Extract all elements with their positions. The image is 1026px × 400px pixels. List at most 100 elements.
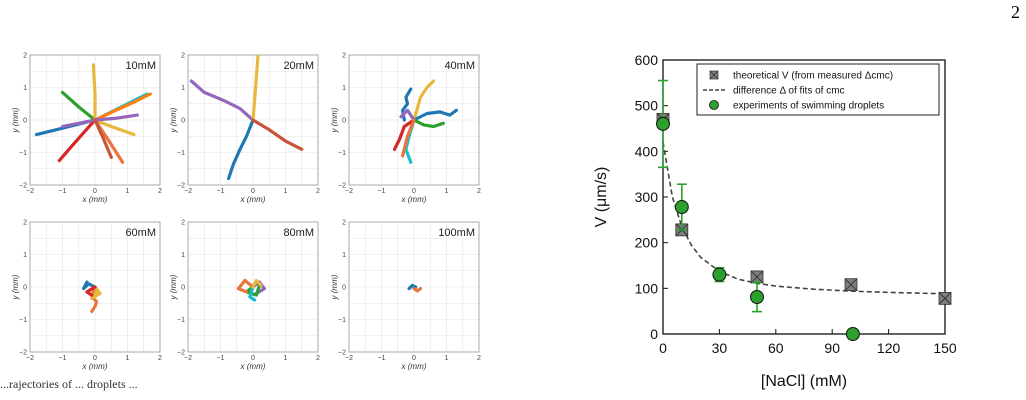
experiment-point (845, 327, 860, 341)
y-tick-label: 2 (181, 220, 185, 227)
x-tick-label: 2 (316, 355, 320, 362)
trajectory-2 (251, 54, 260, 122)
x-axis-label: x (mm) (240, 362, 266, 371)
x-tick-label: 1 (126, 355, 130, 362)
x-axis-label: x (mm) (401, 362, 427, 371)
trajectory-panel-3: −2 −1 0 1 2 −2 −1 0 1 2 x (mm) y (mm) 40mM (330, 53, 481, 205)
trajectory-1 (407, 283, 418, 291)
x-tick-label: −2 (26, 188, 34, 195)
trajectory-9 (93, 113, 139, 122)
legend-label: difference Δ of fits of cmc (733, 86, 845, 97)
x-axis-label: [NaCl] (mM) (761, 373, 847, 390)
trajectory-1 (90, 285, 99, 313)
x-tick-label: 150 (933, 340, 957, 356)
x-tick-label: −1 (378, 188, 386, 195)
trajectory-6 (93, 92, 152, 122)
trajectory-3 (227, 118, 255, 181)
x-tick-label: −1 (378, 355, 386, 362)
y-tick-label: 2 (342, 220, 346, 227)
x-tick-label: 2 (477, 188, 481, 195)
panel-title: 40mM (444, 60, 475, 72)
x-axis-label: x (mm) (401, 195, 427, 204)
x-tick-label: 30 (712, 340, 728, 356)
legend-label: theoretical V (from measured Δcmc) (733, 71, 893, 82)
y-tick-label: −1 (338, 317, 346, 324)
y-tick-label: 500 (635, 98, 659, 114)
x-tick-label: 2 (158, 355, 162, 362)
x-tick-label: −2 (345, 355, 353, 362)
y-tick-label: 1 (181, 252, 185, 259)
x-axis-label: x (mm) (82, 195, 108, 204)
panel-title: 80mM (283, 227, 314, 239)
y-axis-label: y (mm) (11, 107, 20, 133)
trajectory-3 (412, 108, 458, 122)
trajectory-panel-1: −2 −1 0 1 2 −2 −1 0 1 2 x (mm) y (mm) 10mM (11, 53, 162, 205)
y-tick-label: 0 (23, 285, 27, 292)
y-axis-label: y (mm) (11, 274, 20, 300)
trajectory-3 (90, 285, 102, 300)
x-tick-label: 0 (251, 355, 255, 362)
experiment-point (712, 267, 727, 282)
y-axis-label: y (mm) (169, 107, 178, 133)
trajectory-4 (85, 285, 97, 297)
panel-title: 100mM (438, 227, 475, 239)
y-tick-label: 1 (23, 252, 27, 259)
x-tick-label: −2 (345, 188, 353, 195)
y-tick-label: 1 (342, 85, 346, 92)
trajectory-2 (412, 79, 436, 122)
y-tick-label: −2 (19, 183, 27, 190)
x-tick-label: 0 (93, 188, 97, 195)
x-tick-label: 60 (768, 340, 784, 356)
experiment-point (750, 290, 764, 305)
panel-frame (29, 54, 161, 186)
trajectory-4 (91, 63, 97, 122)
x-tick-label: 1 (445, 188, 449, 195)
x-tick-label: −1 (217, 355, 225, 362)
y-tick-label: −2 (338, 350, 346, 357)
x-tick-label: 2 (477, 355, 481, 362)
x-tick-label: 0 (412, 355, 416, 362)
y-tick-label: 1 (181, 85, 185, 92)
x-tick-label: 0 (659, 340, 667, 356)
theoretical-point (750, 270, 764, 284)
theoretical-point (844, 278, 858, 292)
y-tick-label: 0 (23, 118, 27, 125)
trajectory-panel-5: −2 −1 0 1 2 −2 −1 0 1 2 x (mm) y (mm) 80mM (169, 220, 320, 372)
marker-cross (938, 292, 952, 305)
y-tick-label: −1 (338, 150, 346, 157)
y-tick-label: 600 (635, 52, 659, 68)
y-tick-label: 2 (23, 53, 27, 60)
x-tick-label: 0 (251, 188, 255, 195)
panel-title: 10mM (125, 60, 156, 72)
y-tick-label: 0 (181, 285, 185, 292)
trajectory-panel-4: −2 −1 0 1 2 −2 −1 0 1 2 x (mm) y (mm) 60mM (11, 220, 162, 372)
x-tick-label: 0 (412, 188, 416, 195)
experiment-point (674, 200, 689, 215)
panel-frame (187, 54, 319, 186)
x-tick-label: 1 (445, 355, 449, 362)
trajectory-4 (412, 118, 445, 129)
x-tick-label: 0 (93, 355, 97, 362)
panel-frame (348, 54, 480, 186)
marker-cross (750, 270, 764, 284)
x-tick-label: −2 (26, 355, 34, 362)
trajectory-2 (60, 90, 97, 122)
y-tick-label: 100 (635, 280, 659, 296)
trajectory-3 (57, 118, 97, 163)
x-tick-label: 1 (284, 188, 288, 195)
panel-frame (187, 221, 319, 353)
y-tick-label: 0 (181, 118, 185, 125)
y-tick-label: 1 (342, 252, 346, 259)
trajectory-8 (401, 118, 416, 158)
x-tick-label: −1 (59, 188, 67, 195)
marker-cross (844, 278, 858, 292)
y-tick-label: −1 (177, 150, 185, 157)
experiment-point (656, 116, 670, 131)
y-tick-label: −2 (177, 183, 185, 190)
marker-cross (709, 70, 719, 80)
x-tick-label: 90 (824, 340, 840, 356)
y-tick-label: −2 (177, 350, 185, 357)
y-axis-label: y (mm) (169, 274, 178, 300)
